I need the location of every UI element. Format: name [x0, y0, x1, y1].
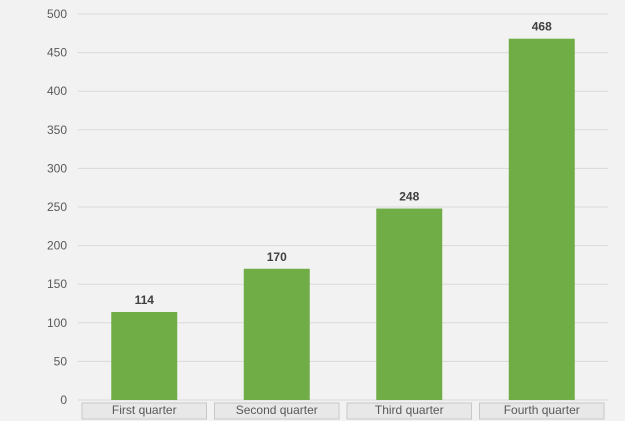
x-axis-category-labels: First quarter Second quarter Third quarter… [81, 402, 605, 420]
y-tick-label: 500 [47, 7, 67, 21]
x-category-label: Fourth quarter [504, 403, 580, 417]
y-tick-label: 350 [47, 123, 67, 137]
y-tick-label: 300 [47, 161, 67, 175]
data-label: 114 [135, 293, 155, 307]
category-label-box [346, 402, 472, 420]
x-category-label: Third quarter [375, 403, 444, 417]
y-tick-label: 100 [47, 316, 67, 330]
category-label-box [81, 402, 207, 420]
y-tick-label: 400 [47, 84, 67, 98]
data-label: 170 [267, 250, 287, 264]
y-tick-label: 50 [54, 354, 68, 368]
x-category-label: Second quarter [236, 403, 318, 417]
bar [243, 268, 310, 400]
y-tick-label: 250 [47, 200, 67, 214]
bar [376, 208, 443, 400]
bar [508, 38, 575, 400]
data-label: 468 [532, 20, 552, 34]
data-label: 248 [399, 190, 419, 204]
bars [111, 38, 575, 400]
bar [111, 311, 178, 400]
y-axis-tick-labels: 0 50 100 150 200 250 300 350 400 450 500 [47, 7, 67, 407]
y-tick-label: 0 [60, 393, 67, 407]
y-tick-label: 150 [47, 277, 67, 291]
y-tick-label: 450 [47, 46, 67, 60]
x-category-label: First quarter [112, 403, 177, 417]
data-labels: 114 170 248 468 [135, 20, 553, 307]
y-tick-label: 200 [47, 239, 67, 253]
category-label-box [479, 402, 605, 420]
category-label-box [214, 402, 340, 420]
